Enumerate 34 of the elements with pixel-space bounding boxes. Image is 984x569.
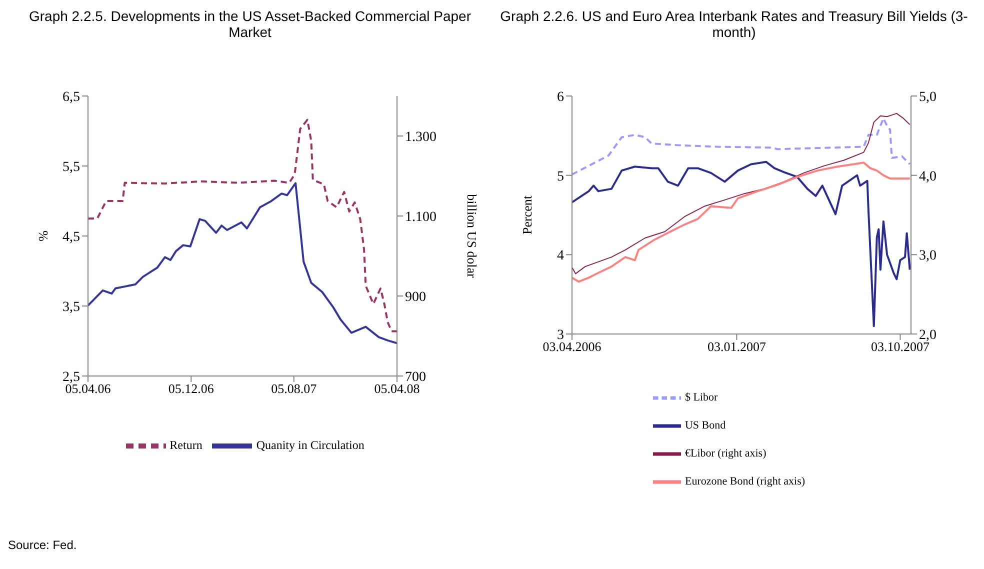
y2-tick-label: 1.100 (405, 210, 436, 225)
x-tick-label: 03.01.2007 (707, 339, 766, 354)
y-tick-label: 6,5 (62, 90, 80, 105)
legend-label: Eurozone Bond (right axis) (684, 476, 806, 488)
line-series (572, 160, 911, 328)
y2-tick-label: 5,0 (919, 90, 936, 105)
y-tick-label: 4,5 (62, 230, 80, 245)
legend-label: US Bond (684, 420, 726, 432)
y-tick-label: 4 (557, 248, 564, 264)
y-tick-label: 3,5 (62, 300, 80, 315)
y-tick-label: 6 (557, 90, 564, 105)
line-series (572, 162, 911, 283)
line-series (572, 112, 910, 274)
chart-title: Graph 2.2.5. Developments in the US Asset-Backed Commercial Paper Market (28, 8, 472, 42)
y2-tick-label: 1.300 (405, 130, 436, 145)
legend-label: €Libor (right axis) (684, 448, 766, 460)
y2-axis-title: billion US dolar (464, 194, 480, 279)
legend-label: $ Libor (684, 392, 718, 404)
y-tick-label: 5,5 (62, 160, 80, 175)
legend-label: Return (170, 438, 202, 452)
y-axis-title: Percent (520, 195, 535, 234)
legend-label: Quanity in Circulation (256, 438, 364, 452)
y2-tick-label: 3,0 (919, 248, 936, 264)
y2-tick-label: 4,0 (919, 169, 936, 184)
source-note: Source: Fed. (8, 538, 77, 552)
x-tick-label: 05.12.06 (168, 381, 214, 396)
x-tick-label: 05.08.07 (271, 381, 318, 396)
y-axis-title: % (36, 230, 51, 242)
line-series (572, 117, 911, 176)
chart-title: Graph 2.2.6. US and Euro Area Interbank Rates and Treasury Bill Yields (3-month) (499, 8, 969, 42)
y2-tick-label: 900 (405, 290, 426, 305)
line-series (88, 182, 397, 344)
y-tick-label: 5 (557, 169, 564, 184)
line-series (88, 118, 397, 332)
